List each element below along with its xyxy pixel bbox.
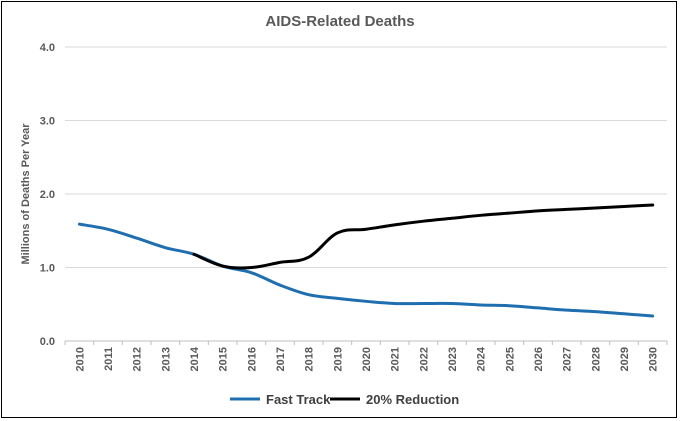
y-tick-label: 2.0	[40, 189, 55, 201]
x-tick-labels: 2010 2011 2012 2013 2014 2015 2016 2017 2018 2019…	[74, 346, 659, 371]
series-line-1	[77, 222, 655, 318]
x-tick-label: 2011	[103, 347, 115, 371]
x-tick-label: 2027	[562, 347, 574, 371]
series-lines	[77, 203, 655, 318]
x-tick-label: 2018	[304, 347, 316, 371]
gridlines	[64, 46, 668, 345]
x-tick-label: 2019	[332, 347, 344, 371]
x-tick-label: 2026	[533, 347, 545, 371]
x-tick-label: 2015	[218, 347, 230, 371]
y-tick-label: 3.0	[40, 116, 55, 128]
y-tick-label: 0.0	[40, 336, 55, 348]
x-tick-label: 2020	[361, 347, 373, 371]
x-tick-label: 2022	[418, 347, 430, 371]
x-tick-label: 2025	[504, 347, 516, 371]
x-tick-label: 2013	[160, 347, 172, 371]
chart-title: AIDS-Related Deaths	[265, 13, 414, 30]
y-tick-label: 1.0	[40, 263, 55, 275]
y-tick-labels: 0.0 1.0 2.0 3.0 4.0	[40, 42, 55, 348]
x-tick-label: 2024	[476, 346, 488, 371]
y-axis-label: Millions of Deaths Per Year	[20, 123, 32, 265]
legend-label: Fast Track	[266, 392, 331, 407]
y-tick-label: 4.0	[40, 42, 55, 54]
x-tick-label: 2010	[74, 347, 86, 371]
x-tick-label: 2014	[189, 346, 201, 371]
legend-label: 20% Reduction	[366, 392, 459, 407]
x-tick-label: 2017	[275, 347, 287, 371]
x-tick-label: 2029	[619, 347, 631, 371]
x-tick-label: 2030	[648, 347, 660, 371]
series-line-2	[192, 203, 655, 270]
x-tick-label: 2021	[390, 347, 402, 371]
legend: Fast Track 20% Reduction	[230, 392, 459, 407]
x-tick-label: 2012	[132, 347, 144, 371]
x-tick-label: 2023	[447, 347, 459, 371]
x-tick-label: 2016	[246, 347, 258, 371]
x-tick-label: 2028	[590, 347, 602, 371]
